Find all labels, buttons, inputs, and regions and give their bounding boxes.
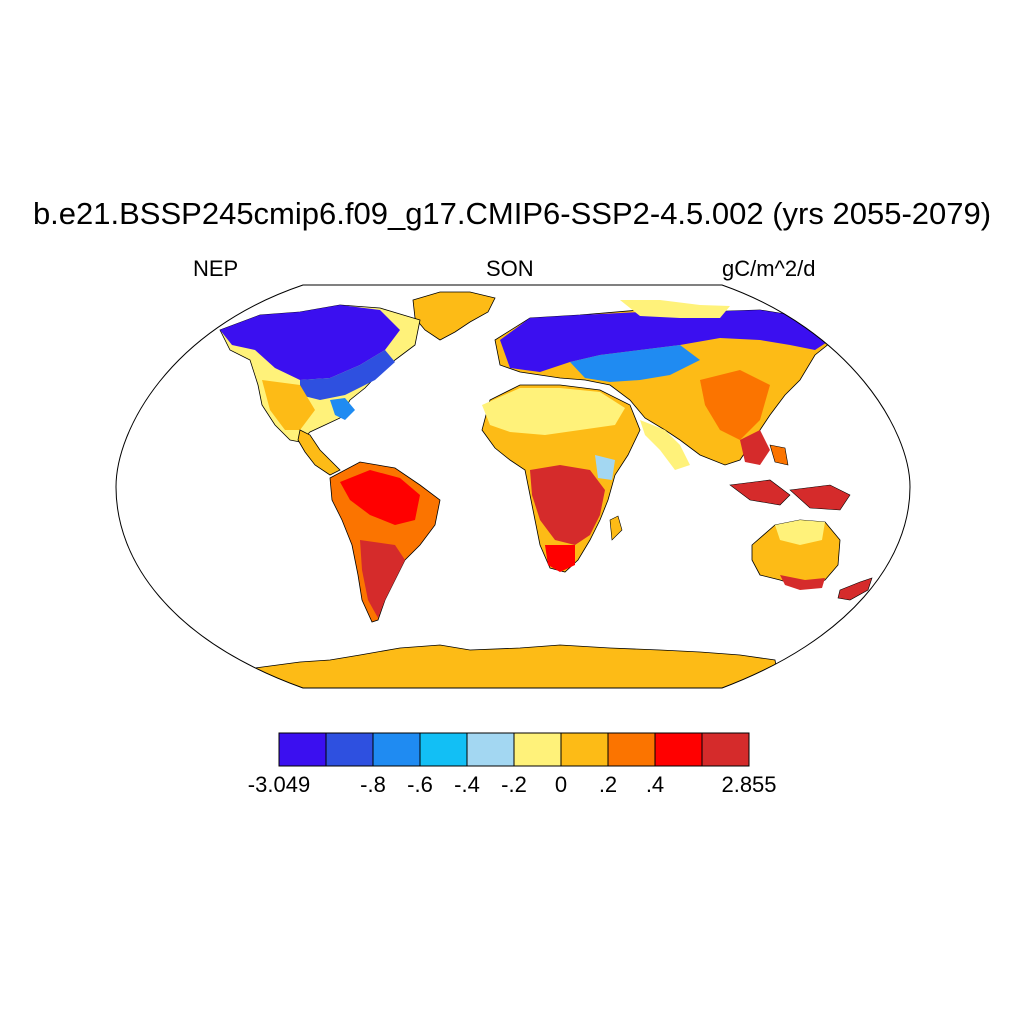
colorbar-box	[325, 732, 374, 767]
variable-label: NEP	[193, 256, 239, 281]
south-america	[329, 461, 441, 623]
colorbar-tick-label: .2	[598, 772, 618, 797]
colorbar-tick-label: 0	[554, 772, 568, 797]
greenland	[412, 291, 496, 341]
colorbar-tick-label: -.6	[407, 772, 433, 797]
maritime-southeast-asia	[729, 444, 851, 511]
colorbar-tick-label: -.8	[360, 772, 386, 797]
north-america	[219, 304, 421, 476]
colorbar-box	[278, 732, 327, 767]
colorbar-box	[513, 732, 562, 767]
colorbar-tick-label: -3.049	[247, 772, 311, 797]
africa	[481, 384, 641, 573]
colorbar-box	[607, 732, 656, 767]
map-border	[115, 284, 911, 689]
australia	[751, 519, 873, 601]
colorbar-box	[419, 732, 468, 767]
colorbar-tick-label: -.4	[454, 772, 480, 797]
map-title: b.e21.BSSP245cmip6.f09_g17.CMIP6-SSP2-4.…	[32, 196, 992, 231]
colorbar-tick-label: .4	[645, 772, 665, 797]
colorbar-box	[560, 732, 609, 767]
colorbar-tick-label: -.2	[501, 772, 527, 797]
colorbar-tick-label: 2.855	[721, 772, 777, 797]
colorbar-box	[701, 732, 750, 767]
colorbar-box	[654, 732, 703, 767]
colorbar-box	[372, 732, 421, 767]
eurasia	[494, 300, 841, 470]
colorbar-box	[466, 732, 515, 767]
units-label: gC/m^2/d	[722, 256, 816, 281]
season-label: SON	[486, 256, 534, 281]
